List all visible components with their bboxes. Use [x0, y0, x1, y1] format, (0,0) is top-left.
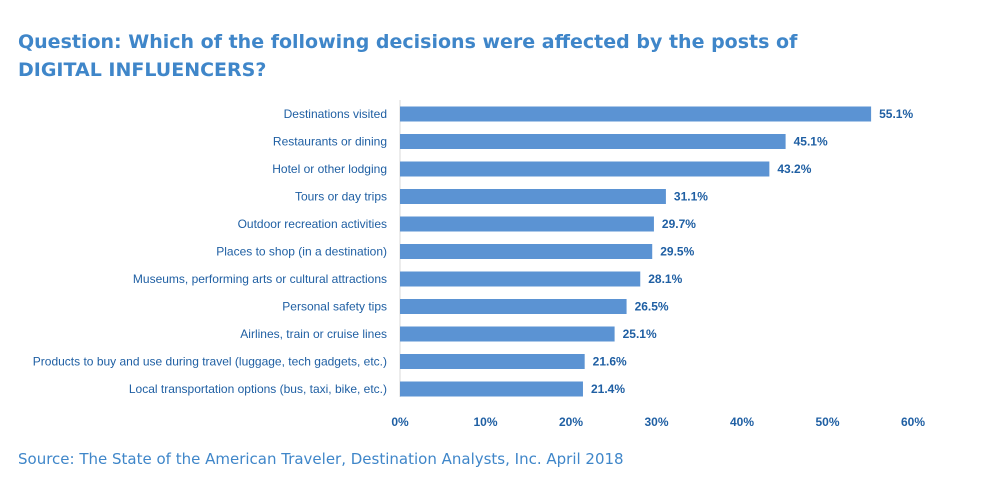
- x-tick-label: 50%: [815, 415, 839, 429]
- bar: [400, 244, 653, 259]
- data-label: 28.1%: [648, 272, 682, 286]
- data-label: 29.7%: [662, 217, 696, 231]
- bar: [400, 216, 654, 232]
- bar: [400, 381, 583, 397]
- category-label: Destinations visited: [284, 107, 387, 121]
- bar: [400, 271, 641, 287]
- x-tick-label: 60%: [901, 415, 925, 429]
- plot-area: Destinations visited 55.1% Restaurants or …: [0, 92, 1000, 430]
- category-label: Places to shop (in a destination): [216, 245, 387, 259]
- bar: [400, 106, 872, 122]
- bar-chart: Destinations visited 55.1% Restaurants or …: [33, 100, 925, 429]
- category-label: Restaurants or dining: [273, 135, 387, 149]
- category-label: Hotel or other lodging: [272, 162, 387, 176]
- category-label: Outdoor recreation activities: [238, 217, 387, 231]
- data-label: 55.1%: [879, 107, 913, 121]
- bar: [400, 299, 627, 314]
- data-label: 25.1%: [623, 327, 657, 341]
- category-label: Personal safety tips: [282, 300, 387, 314]
- bar: [400, 189, 666, 204]
- data-label: 43.2%: [777, 162, 811, 176]
- bar: [400, 326, 615, 342]
- source-note: Source: The State of the American Travel…: [18, 450, 624, 468]
- category-label: Local transportation options (bus, taxi,…: [129, 382, 387, 396]
- x-tick-label: 10%: [473, 415, 497, 429]
- category-label: Museums, performing arts or cultural att…: [133, 272, 387, 286]
- category-label: Tours or day trips: [295, 190, 387, 204]
- chart-title: Question: Which of the following decisio…: [18, 28, 797, 84]
- x-tick-label: 0%: [391, 415, 409, 429]
- data-label: 29.5%: [660, 245, 694, 259]
- category-label: Airlines, train or cruise lines: [240, 327, 387, 341]
- x-tick-label: 30%: [644, 415, 668, 429]
- bar: [400, 161, 770, 177]
- x-tick-label: 40%: [730, 415, 754, 429]
- data-label: 21.4%: [591, 382, 625, 396]
- x-tick-label: 20%: [559, 415, 583, 429]
- chart-title-line-2: DIGITAL INFLUENCERS?: [18, 59, 267, 81]
- data-label: 21.6%: [593, 355, 627, 369]
- data-label: 45.1%: [794, 135, 828, 149]
- data-label: 31.1%: [674, 190, 708, 204]
- bar: [400, 134, 786, 149]
- category-label: Products to buy and use during travel (l…: [33, 355, 387, 369]
- data-label: 26.5%: [635, 300, 669, 314]
- bar: [400, 354, 585, 369]
- chart-title-line-1: Question: Which of the following decisio…: [18, 31, 798, 53]
